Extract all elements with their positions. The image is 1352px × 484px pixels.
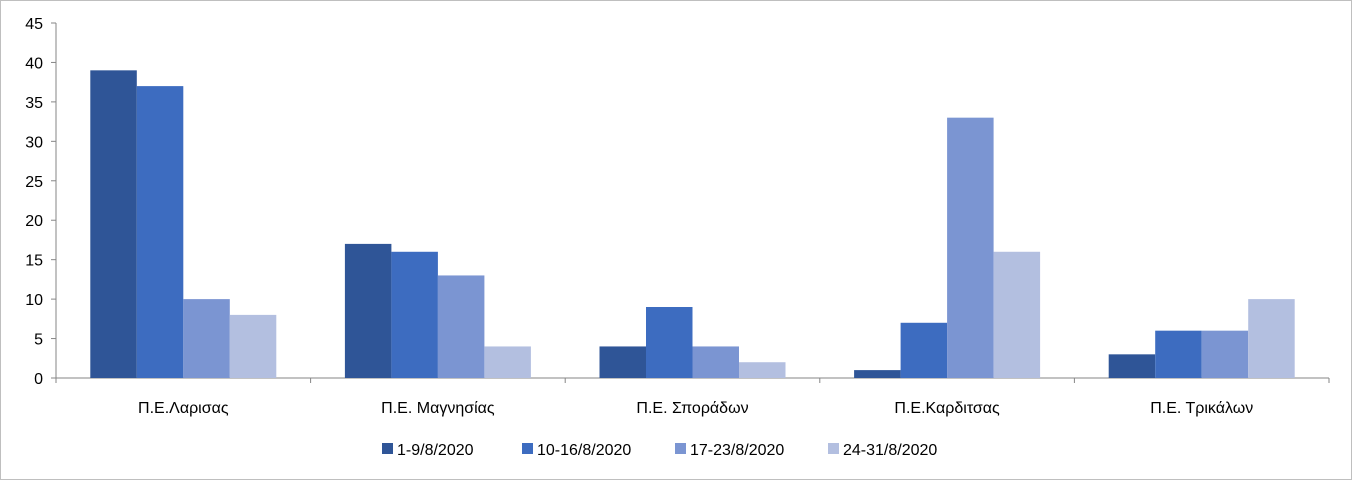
bar: [90, 70, 137, 378]
y-tick-label: 15: [25, 253, 43, 270]
legend-swatch: [522, 443, 533, 454]
legend-item: 1-9/8/2020: [382, 442, 474, 459]
legend-label: 10-16/8/2020: [537, 442, 631, 459]
y-tick-label: 5: [34, 332, 43, 349]
x-tick-label: Π.Ε. Μαγνησίας: [381, 400, 495, 417]
x-tick-label: Π.Ε. Σποράδων: [636, 400, 748, 417]
y-tick-label: 20: [25, 213, 43, 230]
bar: [344, 243, 392, 378]
bar: [437, 275, 485, 378]
bar: [1201, 330, 1249, 378]
bar: [993, 251, 1041, 378]
y-tick-label: 0: [34, 371, 43, 388]
bar: [1108, 354, 1156, 378]
y-tick-label: 30: [25, 134, 43, 151]
bar: [1248, 299, 1295, 378]
x-tick-label: Π.Ε.Καρδιτσας: [894, 400, 1000, 417]
bar: [692, 346, 739, 378]
legend-swatch: [382, 443, 393, 454]
bar: [900, 322, 948, 378]
legend-item: 17-23/8/2020: [675, 442, 784, 459]
x-tick-label: Π.Ε.Λαρισας: [138, 400, 229, 417]
bar: [854, 370, 901, 378]
y-tick-label: 40: [25, 55, 43, 72]
y-tick-label: 35: [25, 95, 43, 112]
bar: [136, 86, 184, 378]
y-tick-label: 10: [25, 292, 43, 309]
legend-swatch: [828, 443, 839, 454]
bar: [484, 346, 531, 378]
legend-label: 17-23/8/2020: [690, 442, 784, 459]
bar: [229, 314, 277, 378]
y-tick-label: 45: [25, 16, 43, 33]
bar: [599, 346, 646, 378]
bar: [646, 307, 693, 378]
legend-item: 10-16/8/2020: [522, 442, 631, 459]
bar: [183, 299, 230, 378]
legend-label: 24-31/8/2020: [843, 442, 937, 459]
bar: [739, 362, 786, 378]
bar: [1155, 330, 1202, 378]
bar: [391, 251, 438, 378]
legend-swatch: [675, 443, 686, 454]
bars: [90, 70, 1295, 379]
legend-label: 1-9/8/2020: [397, 442, 474, 459]
legend-item: 24-31/8/2020: [828, 442, 937, 459]
legend: 1-9/8/2020 10-16/8/2020 17-23/8/2020 24-31/…: [382, 442, 937, 459]
x-axis: Π.Ε.Λαρισας Π.Ε. Μαγνησίας Π.Ε. Σποράδων Π.…: [55, 377, 1330, 417]
y-axis: 0 5 10 15 20 25 30 35 40 45: [25, 16, 57, 388]
y-tick-label: 25: [25, 174, 43, 191]
x-tick-label: Π.Ε. Τρικάλων: [1150, 400, 1253, 417]
bar: [947, 117, 994, 379]
